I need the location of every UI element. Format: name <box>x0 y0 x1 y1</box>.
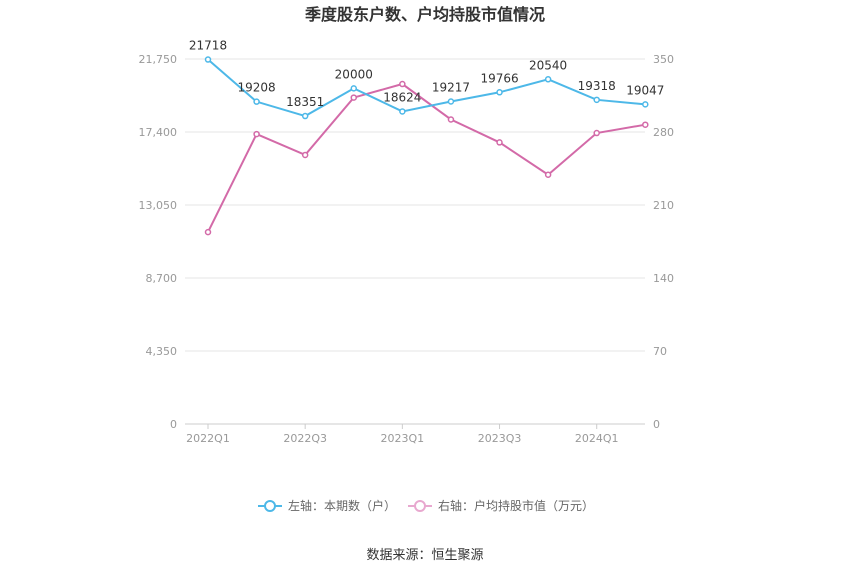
right-tick-label: 0 <box>653 418 660 431</box>
right-axis-ticks: 0 70 140 210 280 350 <box>653 53 674 431</box>
chart-title: 季度股东户数、户均持股市值情况 <box>304 5 545 24</box>
data-label: 20540 <box>529 58 567 72</box>
left-tick-label: 4,350 <box>146 345 178 358</box>
series-left <box>204 56 649 120</box>
data-label: 20000 <box>335 67 373 81</box>
right-tick-label: 140 <box>653 272 674 285</box>
data-point-right[interactable] <box>350 94 358 101</box>
data-point-left[interactable] <box>350 85 358 92</box>
data-point-right[interactable] <box>204 228 212 236</box>
data-point-left[interactable] <box>544 76 552 83</box>
right-tick-label: 70 <box>653 345 667 358</box>
left-tick-label: 8,700 <box>146 272 178 285</box>
series-line-left <box>207 58 646 118</box>
data-point-right[interactable] <box>496 139 503 146</box>
data-point-right[interactable] <box>593 129 600 137</box>
data-label: 21718 <box>189 39 227 53</box>
left-axis-ticks: 0 4,350 8,700 13,050 17,400 21,750 <box>139 53 178 431</box>
data-point-right[interactable] <box>447 116 455 123</box>
legend-label-left-series: 左轴：本期数（户） <box>288 498 396 513</box>
series-line-right <box>207 82 646 233</box>
data-point-left[interactable] <box>496 89 503 96</box>
data-point-left[interactable] <box>204 56 212 63</box>
x-tick-label: 2023Q3 <box>478 432 522 445</box>
data-label: 19766 <box>480 71 518 85</box>
data-source: 数据来源：恒生聚源 <box>366 548 483 563</box>
data-point-right[interactable] <box>642 121 649 128</box>
data-point-left[interactable] <box>253 98 260 105</box>
x-tick-label: 2023Q1 <box>381 432 425 445</box>
data-point-right[interactable] <box>253 130 260 138</box>
x-axis: 2022Q1 2022Q3 2023Q1 2023Q3 2024Q1 <box>186 424 619 445</box>
data-point-left[interactable] <box>301 112 309 120</box>
data-label: 18351 <box>286 95 324 109</box>
data-label: 19217 <box>432 81 470 95</box>
data-label: 18624 <box>383 90 421 104</box>
data-point-left[interactable] <box>399 108 406 115</box>
x-tick-label: 2022Q3 <box>283 432 327 445</box>
data-label: 19208 <box>237 81 275 95</box>
left-tick-label: 21,750 <box>139 53 178 66</box>
left-tick-label: 17,400 <box>139 126 178 139</box>
x-tick-label: 2022Q1 <box>186 432 230 445</box>
legend-item-right-series[interactable]: 右轴：户均持股市值（万元） <box>408 498 594 513</box>
x-tick-label: 2024Q1 <box>575 432 619 445</box>
data-point-left[interactable] <box>447 98 455 105</box>
data-point-right[interactable] <box>399 80 406 88</box>
grid <box>185 58 645 425</box>
series-layer: 21718 19208 18351 20000 18624 19217 19766 20540… <box>189 39 664 236</box>
series-right <box>204 80 649 236</box>
data-label: 19318 <box>578 79 616 93</box>
data-point-right[interactable] <box>544 171 552 179</box>
data-point-left[interactable] <box>593 96 600 104</box>
right-tick-label: 210 <box>653 199 674 212</box>
legend-marker-left-series <box>264 500 276 512</box>
left-tick-label: 13,050 <box>139 199 178 212</box>
right-tick-label: 350 <box>653 53 674 66</box>
legend-marker-right-series <box>414 500 426 512</box>
left-tick-label: 0 <box>170 418 177 431</box>
data-point-left[interactable] <box>642 101 649 108</box>
legend-label-right-series: 右轴：户均持股市值（万元） <box>438 498 594 513</box>
right-tick-label: 280 <box>653 126 674 139</box>
legend-item-left-series[interactable]: 左轴：本期数（户） <box>258 498 396 513</box>
data-label: 19047 <box>626 83 664 97</box>
legend[interactable]: 左轴：本期数（户） 右轴：户均持股市值（万元） <box>258 498 594 513</box>
data-point-right[interactable] <box>301 151 309 159</box>
